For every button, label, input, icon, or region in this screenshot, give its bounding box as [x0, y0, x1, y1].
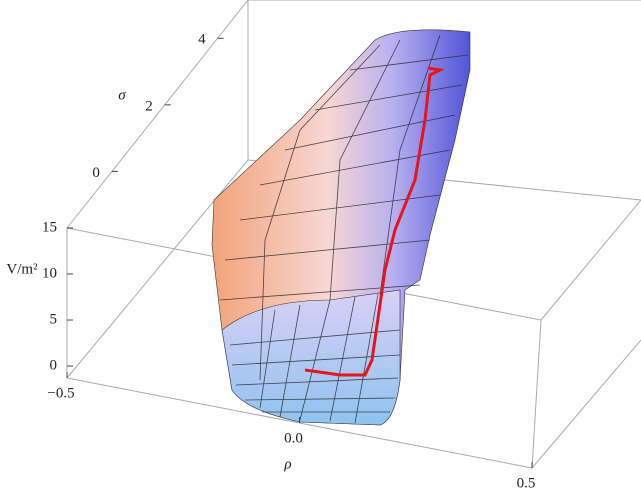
tick-label: 2	[145, 98, 153, 114]
tick-label: −0.5	[47, 385, 74, 401]
surface	[211, 29, 471, 426]
tick-label: 0	[92, 165, 100, 181]
tick-label: 4	[198, 32, 206, 48]
tick-label: 5	[50, 311, 58, 327]
tick-label: 0.5	[517, 475, 536, 491]
tick-label: 10	[42, 265, 57, 281]
x-axis-label: ρ	[283, 456, 291, 472]
tick-label: 0	[50, 357, 58, 373]
y-axis-label: σ	[118, 87, 126, 103]
tick-label: 0.0	[284, 430, 303, 446]
z-axis-label: V/m²	[6, 261, 38, 277]
tick-label: 15	[42, 219, 57, 235]
